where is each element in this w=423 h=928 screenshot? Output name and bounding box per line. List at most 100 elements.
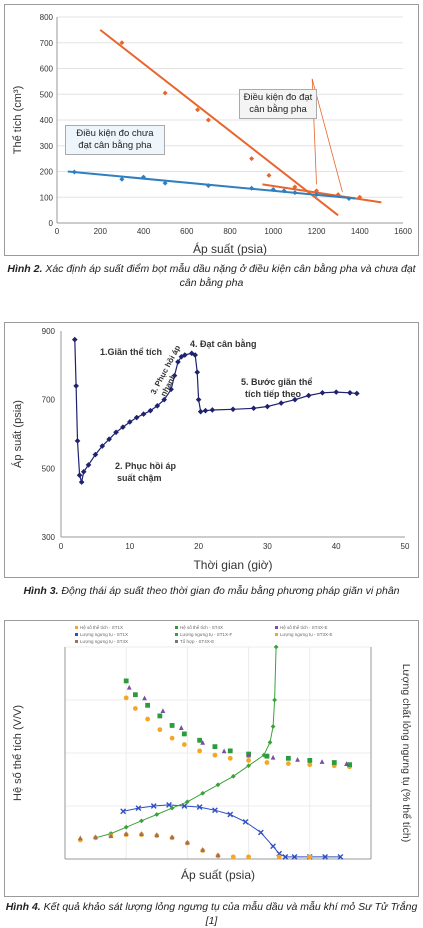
data-point (192, 352, 198, 358)
data-point (246, 758, 252, 763)
x-tick-label: 1200 (308, 227, 326, 236)
data-point (246, 854, 252, 860)
data-point (249, 185, 255, 191)
legend-item: Hệ số thể tích - ST4X (180, 624, 223, 630)
data-point (145, 702, 151, 708)
data-point (307, 854, 313, 860)
legend-item: Hệ số thể tích - ST1X (80, 624, 123, 630)
data-point (76, 472, 83, 478)
data-point (281, 188, 287, 194)
data-point (162, 180, 168, 186)
data-point (264, 403, 271, 410)
data-point (295, 756, 300, 762)
data-point (264, 760, 270, 765)
y-tick-label: 300 (42, 533, 56, 542)
data-point (99, 443, 106, 449)
y-tick-label: 200 (40, 168, 54, 177)
data-point (346, 196, 352, 202)
data-point (195, 396, 202, 403)
data-point (108, 833, 114, 839)
data-point (80, 468, 87, 475)
chart-panel-2: 300 500 700 900 0 10 20 30 40 50 Thời gian (giờ) Áp… (4, 322, 419, 578)
x-tick-label: 10 (125, 542, 134, 551)
data-point (123, 831, 129, 836)
data-point (307, 758, 313, 763)
data-point (357, 194, 363, 200)
data-point (141, 174, 146, 180)
annotation-5: 5. Bước giãn thể (241, 377, 312, 387)
data-point (270, 724, 276, 729)
data-point (160, 708, 166, 713)
annotation-4: 4. Đạt cân bằng (190, 338, 257, 349)
x-tick-label: 1600 (394, 227, 412, 236)
x-tick-label: 30 (263, 542, 272, 551)
data-point (161, 396, 167, 403)
data-point (266, 172, 272, 178)
data-point (182, 352, 188, 358)
y-axis-label: Thể tích (cm³) (12, 86, 24, 154)
series-line (74, 339, 357, 483)
legend-swatch (175, 633, 178, 636)
data-point (139, 818, 144, 824)
legend-swatch (275, 626, 278, 629)
data-point (227, 748, 233, 754)
data-point (264, 753, 270, 759)
data-point (285, 755, 291, 761)
legend-swatch (275, 633, 278, 636)
data-point (322, 853, 328, 860)
data-point (249, 156, 255, 162)
data-point (200, 790, 206, 796)
data-point (242, 819, 249, 825)
caption-1: Hình 2. Xác định áp suất điểm bọt mẫu dầ… (7, 263, 416, 289)
chart-1: 0 100 200 300 400 500 600 700 800 0 200 400 600 800 10… (12, 13, 412, 255)
legend-item: Tổ hợp - ST4X-E (180, 638, 214, 644)
data-point (132, 692, 138, 698)
y-tick-label: 500 (40, 90, 54, 99)
data-point (221, 748, 227, 754)
y-tick-label: 0 (49, 219, 54, 228)
y-axis-label: Hệ số thể tích (V/V) (12, 705, 24, 801)
x-tick-label: 20 (194, 542, 203, 551)
data-point (292, 184, 298, 190)
data-point (93, 834, 98, 840)
x-tick-label: 0 (55, 227, 60, 236)
data-point (92, 451, 99, 458)
data-point (205, 117, 211, 123)
legend-item: Lượng ngưng tụ - ST4X (80, 639, 128, 644)
data-point (292, 190, 298, 196)
x-tick-label: 800 (223, 227, 237, 236)
fit-line (262, 183, 382, 204)
data-point (169, 735, 175, 741)
data-point (276, 854, 282, 860)
data-point (200, 847, 206, 852)
data-point (178, 353, 185, 360)
data-point (337, 853, 344, 860)
y-tick-label: 700 (40, 39, 54, 48)
x-axis-label: Áp suất (psia) (181, 867, 255, 882)
y-tick-label: 600 (40, 65, 54, 74)
legend-item: Lượng ngưng tụ - ST1X (80, 632, 128, 637)
chart-3: Áp suất (psia) Hệ số thể tích (V/V) Lượng … (12, 624, 412, 882)
x-tick-label: 0 (59, 542, 64, 551)
data-point (106, 436, 112, 442)
data-point (215, 782, 221, 788)
data-point (166, 802, 172, 808)
y-tick-label: 900 (42, 327, 56, 336)
data-point (261, 752, 267, 758)
y-axis-label-right: Lượng chất lỏng ngưng tụ (% thể tích) (400, 664, 412, 843)
annotation-2: 2. Phục hồi áp (115, 461, 177, 471)
annotation-equilibrium: Điều kiện đo đạt cân bằng pha (239, 89, 317, 119)
fit-line (67, 170, 356, 200)
data-point (162, 90, 168, 96)
annotation-5b: tích tiếp theo (245, 389, 302, 399)
y-tick-label: 100 (40, 193, 54, 202)
data-point (282, 853, 289, 860)
legend-swatch (175, 640, 178, 643)
y-tick-label: 800 (40, 13, 54, 22)
data-point (197, 748, 203, 754)
data-point (202, 407, 209, 414)
x-tick-label: 200 (94, 227, 108, 236)
data-point (270, 754, 276, 760)
x-tick-label: 50 (401, 542, 410, 551)
data-point (181, 731, 187, 737)
